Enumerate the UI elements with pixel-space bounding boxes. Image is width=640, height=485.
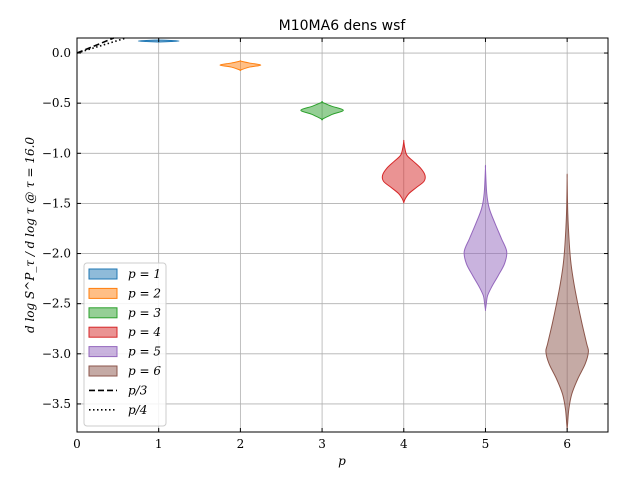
violin-p2 bbox=[219, 60, 262, 71]
y-tick-label: −3.5 bbox=[42, 397, 71, 411]
legend-swatch bbox=[88, 346, 118, 358]
plot-frame bbox=[76, 37, 609, 433]
legend-entry: p = 2 bbox=[88, 286, 161, 300]
legend: p = 1 p = 2 p = 3 p = 4 p = 5 p = 6 p/3 p/4 bbox=[83, 262, 167, 427]
reference-line-layer bbox=[76, 37, 127, 54]
tick-layer: 0 1 2 3 4 5 6 0.0 −0.5 −1.0 −1.5 −2.0 −2.5 −3.0 −3.5 bbox=[42, 38, 608, 451]
violin-p5 bbox=[463, 164, 508, 311]
chart-title: M10MA6 dens wsf bbox=[279, 18, 407, 34]
legend-swatch bbox=[88, 365, 118, 377]
legend-swatch bbox=[88, 307, 118, 319]
x-tick-label: 5 bbox=[482, 437, 490, 451]
legend-label: p/3 bbox=[128, 383, 148, 397]
reference-line-p-over-3 bbox=[76, 37, 115, 54]
violin-p4 bbox=[381, 139, 426, 204]
x-tick-label: 1 bbox=[155, 437, 163, 451]
legend-entry: p = 3 bbox=[88, 306, 161, 320]
legend-entry: p = 4 bbox=[88, 325, 161, 339]
legend-swatch bbox=[88, 287, 118, 299]
legend-label: p = 5 bbox=[128, 345, 161, 359]
x-axis-label: p bbox=[338, 454, 346, 468]
legend-entry: p/3 bbox=[89, 383, 148, 397]
y-tick-label: −0.5 bbox=[42, 96, 71, 110]
y-tick-label: −3.0 bbox=[42, 347, 71, 361]
legend-label: p = 1 bbox=[128, 267, 161, 281]
y-axis-label: d log S^P_τ / d log τ @ τ = 16.0 bbox=[23, 137, 37, 333]
legend-label: p = 3 bbox=[128, 306, 161, 320]
legend-label: p = 4 bbox=[128, 325, 161, 339]
legend-box bbox=[83, 262, 167, 427]
legend-label: p = 2 bbox=[128, 286, 161, 300]
legend-swatch bbox=[88, 268, 118, 280]
violin-p3 bbox=[300, 101, 344, 121]
legend-entry: p = 1 bbox=[88, 267, 161, 281]
x-tick-label: 6 bbox=[563, 437, 571, 451]
reference-line-p-over-4 bbox=[76, 37, 127, 54]
x-tick-label: 3 bbox=[318, 437, 326, 451]
legend-label: p/4 bbox=[128, 403, 147, 417]
x-tick-label: 4 bbox=[400, 437, 408, 451]
grid-layer bbox=[76, 38, 608, 432]
legend-swatch bbox=[88, 326, 118, 338]
x-tick-label: 0 bbox=[73, 437, 81, 451]
legend-label: p = 6 bbox=[128, 364, 161, 378]
y-tick-label: −1.0 bbox=[42, 146, 71, 160]
x-tick-label: 2 bbox=[237, 437, 245, 451]
legend-entry: p = 5 bbox=[88, 345, 161, 359]
y-tick-label: −2.0 bbox=[42, 247, 71, 261]
legend-entry: p = 6 bbox=[88, 364, 161, 378]
legend-entry: p/4 bbox=[89, 403, 147, 417]
y-tick-label: −2.5 bbox=[42, 297, 71, 311]
y-tick-label: 0.0 bbox=[52, 46, 71, 60]
y-tick-label: −1.5 bbox=[42, 196, 71, 210]
